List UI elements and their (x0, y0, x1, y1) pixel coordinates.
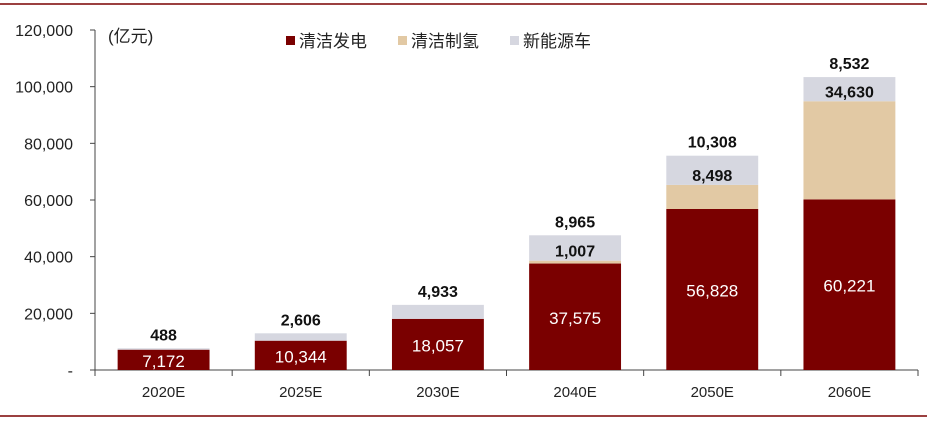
y-tick-label: 60,000 (24, 193, 73, 210)
bar-segment (254, 333, 347, 341)
y-axis: - 20,000 40,000 60,000 80,000 100,000 120,000 (15, 23, 96, 380)
data-label: 8,532 (829, 56, 869, 73)
bar-segment (391, 318, 484, 370)
bars (117, 77, 896, 370)
legend-swatch (510, 36, 519, 45)
x-tick-label: 2050E (691, 384, 734, 401)
bar-segment (803, 77, 896, 102)
data-label: 10,344 (275, 347, 327, 366)
bar-segment (666, 184, 759, 209)
y-tick-label: 120,000 (15, 23, 73, 40)
bar-segment (803, 199, 896, 370)
data-label: 488 (150, 327, 177, 344)
x-tick-label: 2025E (279, 384, 322, 401)
bar-segment (529, 263, 622, 370)
data-label: 4,933 (418, 284, 458, 301)
x-tick-label: 2030E (416, 384, 459, 401)
data-label: 37,575 (549, 309, 601, 328)
y-tick-label: 40,000 (24, 250, 73, 267)
data-label: 56,828 (686, 281, 738, 300)
data-label: 18,057 (412, 336, 464, 355)
legend-swatch (398, 36, 407, 45)
x-tick-label: 2060E (828, 384, 871, 401)
bar-segment (117, 348, 210, 350)
data-label: 2,606 (281, 312, 321, 329)
bar-segment (529, 235, 622, 261)
bar-segment (117, 349, 210, 370)
legend: 清洁发电 清洁制氢 新能源车 (286, 32, 591, 51)
unit-label: (亿元) (108, 27, 153, 46)
bar-segment (666, 208, 759, 370)
data-label: 34,630 (825, 84, 874, 101)
bar-segment (529, 260, 622, 264)
bar-segment (254, 340, 347, 370)
data-label: 8,498 (692, 168, 732, 185)
bar-segment (803, 101, 896, 200)
data-label: 7,172 (142, 352, 185, 371)
y-tick-label: 80,000 (24, 136, 73, 153)
x-tick-label: 2020E (142, 384, 185, 401)
x-axis: 2020E 2025E 2030E 2040E 2050E 2060E (94, 369, 919, 401)
y-tick-label: 100,000 (15, 80, 73, 97)
data-label: 8,965 (555, 214, 595, 231)
x-tick-label: 2040E (553, 384, 596, 401)
data-label: 1,007 (555, 244, 595, 261)
data-label: 60,221 (823, 277, 875, 296)
bar-segment (391, 304, 484, 319)
y-tick-label: - (68, 363, 73, 380)
legend-label: 新能源车 (523, 32, 591, 51)
legend-label: 清洁制氢 (411, 32, 479, 51)
bar-segment (666, 155, 759, 185)
data-label: 10,308 (688, 135, 737, 152)
data-labels: 7,172 488 10,344 2,606 18,057 4,933 37,575 1,00… (142, 56, 875, 371)
y-tick-label: 20,000 (24, 306, 73, 323)
legend-label: 清洁发电 (299, 32, 367, 51)
legend-swatch (286, 36, 295, 45)
